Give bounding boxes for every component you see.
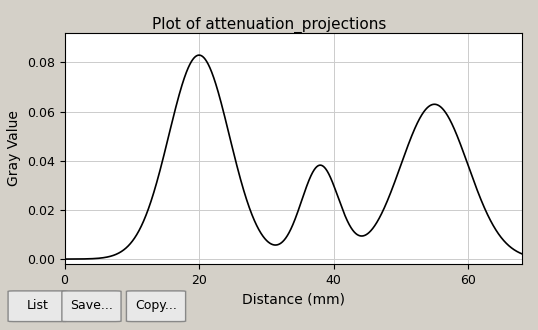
Y-axis label: Gray Value: Gray Value <box>8 111 22 186</box>
Text: List: List <box>27 299 48 312</box>
Text: Copy...: Copy... <box>135 299 177 312</box>
FancyBboxPatch shape <box>62 291 121 321</box>
FancyBboxPatch shape <box>126 291 186 321</box>
Text: Save...: Save... <box>70 299 113 312</box>
FancyBboxPatch shape <box>8 291 67 321</box>
Text: Plot of attenuation_projections: Plot of attenuation_projections <box>152 16 386 33</box>
X-axis label: Distance (mm): Distance (mm) <box>242 292 345 306</box>
